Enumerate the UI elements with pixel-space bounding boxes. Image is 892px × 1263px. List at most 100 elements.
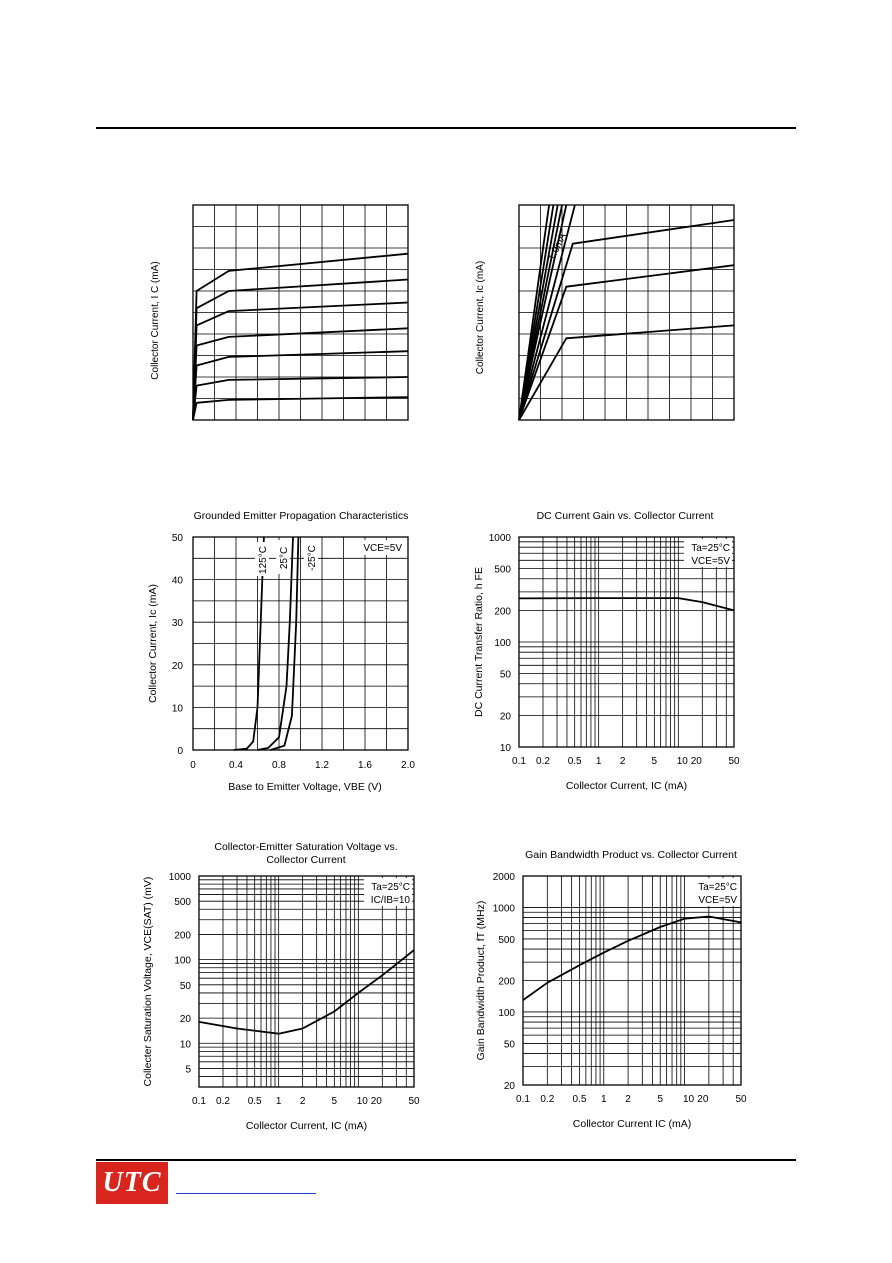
chart-4-y-tick-label: 1000 — [489, 533, 512, 544]
chart-6-x-tick-label: 1 — [601, 1094, 607, 1105]
chart-5-y-tick-label: 1000 — [169, 872, 192, 883]
chart-4-y-tick-label: 100 — [494, 638, 511, 649]
chart-5-y-tick-label: 20 — [180, 1014, 192, 1025]
chart-6-x-tick-label: 2 — [625, 1094, 631, 1105]
chart-3-y-tick-label: 20 — [172, 661, 184, 672]
chart-6-y-tick-label: 200 — [498, 977, 515, 988]
chart1-series-5-line — [192, 350, 409, 421]
chart-4-x-axis-label: Collector Current, IC (mA) — [566, 780, 687, 792]
chart5-series-1-line — [198, 949, 415, 1035]
website-link-underline[interactable] — [176, 1193, 316, 1194]
chart-5-legend-text: IC/IB=10 — [371, 895, 411, 906]
chart-4-x-tick-label: 50 — [728, 756, 740, 767]
chart-3-legend-text: VCE=5V — [363, 543, 402, 554]
chart-6-y-tick-label: 500 — [498, 935, 515, 946]
chart-4-frame — [518, 536, 735, 748]
chart-5-frame — [198, 875, 415, 1088]
chart-4-legend-text: VCE=5V — [691, 556, 730, 567]
chart-3-y-tick-label: 40 — [172, 576, 184, 587]
chart2-series-4-line — [518, 204, 576, 421]
chart2-series-3-line — [518, 219, 735, 421]
chart-3-curve-label-bg — [276, 540, 290, 574]
chart-4-x-tick-label: 0.1 — [512, 756, 526, 767]
chart-4-x-tick-label: 5 — [652, 756, 658, 767]
chart-1-frame — [192, 204, 409, 421]
chart3-series-3-line — [270, 536, 300, 751]
chart-3-x-tick-label: 1.6 — [358, 760, 372, 771]
chart2-series-2-line — [518, 264, 735, 421]
chart-6-legend-text: VCE=5V — [698, 895, 737, 906]
utc-logo: UTC — [96, 1162, 168, 1204]
chart2-series-1-line — [518, 324, 735, 421]
chart-3-x-tick-label: 1.2 — [315, 760, 329, 771]
chart-5-y-tick-label: 200 — [174, 930, 191, 941]
chart-5-x-tick-label: 0.1 — [192, 1096, 206, 1107]
chart-6-x-tick-label: 0.1 — [516, 1094, 530, 1105]
chart-4-x-tick-label: 1 — [596, 756, 602, 767]
chart-5-y-tick-label: 100 — [174, 956, 191, 967]
chart-4-y-axis-label: DC Current Transfer Ratio, h FE — [473, 567, 485, 717]
chart4-series-1-line — [518, 597, 735, 612]
chart-5-y-axis-label: Collecter Saturation Voltage, VCE(SAT) (… — [142, 877, 154, 1087]
chart-5-y-tick-label: 5 — [185, 1064, 191, 1075]
chart-6-x-tick-label: 20 — [697, 1094, 709, 1105]
chart-5-x-tick-label: 50 — [408, 1096, 420, 1107]
chart-6-x-axis-label: Collector Current IC (mA) — [573, 1118, 691, 1130]
chart-4-x-tick-label: 2 — [620, 756, 626, 767]
chart-5-x-axis-label: Collector Current, IC (mA) — [246, 1120, 367, 1132]
chart-4-x-tick-label: 10 — [677, 756, 689, 767]
chart-4-y-tick-label: 500 — [494, 565, 511, 576]
chart-6-y-tick-label: 1000 — [493, 903, 516, 914]
chart-4-x-tick-label: 0.5 — [568, 756, 582, 767]
chart-4-legend-text: Ta=25°C — [691, 543, 730, 554]
chart-5-title-line-2: Collector Current — [266, 854, 345, 866]
chart-3-x-axis-label: Base to Emitter Voltage, VBE (V) — [228, 781, 382, 793]
chart-5-y-tick-label: 10 — [180, 1039, 192, 1050]
chart-6-y-tick-label: 20 — [504, 1081, 516, 1092]
chart-5-legend-box — [364, 878, 412, 906]
chart-5-x-tick-label: 10 — [357, 1096, 369, 1107]
chart-4-y-tick-label: 50 — [500, 670, 512, 681]
chart-4-x-tick-label: 20 — [691, 756, 703, 767]
chart-4-legend-box — [684, 539, 732, 567]
chart-5-y-tick-label: 50 — [180, 981, 192, 992]
chart-5-title: Collector-Emitter Saturation Voltage vs.… — [214, 841, 397, 866]
chart-3-curve-label: -25°C — [307, 545, 318, 571]
chart1-series-7-line — [192, 396, 409, 421]
chart-2-y-axis-label: Collector Current, Ic (mA) — [475, 261, 486, 374]
chart-1-y-axis-label: Collector Current, I C (mA) — [150, 261, 161, 379]
chart3-series-2-line — [257, 536, 294, 751]
chart-3-curve-label: 25°C — [279, 547, 290, 569]
chart-3-y-tick-label: 10 — [172, 703, 184, 714]
chart6-series-1-line — [522, 915, 742, 1001]
chart-6-legend-text: Ta=25°C — [698, 882, 737, 893]
chart-6-y-tick-label: 2000 — [493, 872, 516, 883]
chart-6-legend-box — [691, 878, 739, 906]
chart-6-x-tick-label: 0.5 — [573, 1094, 587, 1105]
chart-5-legend-text: Ta=25°C — [371, 882, 410, 893]
chart-3-curve-label: 125°C — [258, 546, 269, 574]
chart-6-x-tick-label: 50 — [735, 1094, 747, 1105]
chart-3-curve-label-bg — [304, 540, 318, 574]
chart-6-y-tick-label: 50 — [504, 1039, 516, 1050]
chart-4-y-tick-label: 20 — [500, 711, 512, 722]
chart-6-title: Gain Bandwidth Product vs. Collector Cur… — [525, 849, 737, 861]
chart3-series-1-line — [233, 536, 265, 751]
chart-3-y-axis-label: Collector Current, Ic (mA) — [147, 584, 159, 703]
chart-3-x-tick-label: 0 — [190, 760, 196, 771]
chart-5-x-tick-label: 0.5 — [248, 1096, 262, 1107]
chart-3-title: Grounded Emitter Propagation Characteris… — [194, 510, 409, 522]
chart-4-title: DC Current Gain vs. Collector Current — [537, 510, 714, 522]
chart2-series-9-line — [518, 204, 550, 421]
chart-5-x-tick-label: 0.2 — [216, 1096, 230, 1107]
chart-3-y-tick-label: 0 — [177, 746, 183, 757]
chart-3-x-tick-label: 0.8 — [272, 760, 286, 771]
chart-5-saturation-voltage: 0.1 0.2 0.5 1 2 5 10 20 5051020501002005001000Co… — [142, 841, 420, 1132]
chart-6-x-tick-label: 10 — [683, 1094, 695, 1105]
chart-4-y-tick-label: 200 — [494, 606, 511, 617]
chart-3-y-tick-label: 50 — [172, 533, 184, 544]
charts-layer: Collector Current, I C (mA) 1.0mACollecto… — [142, 204, 747, 1132]
chart-3-propagation-characteristics: 0 0.4 0.8 1.2 1.6 2.0 0 10 20 30 40 50 Grounded Emit… — [147, 510, 415, 793]
